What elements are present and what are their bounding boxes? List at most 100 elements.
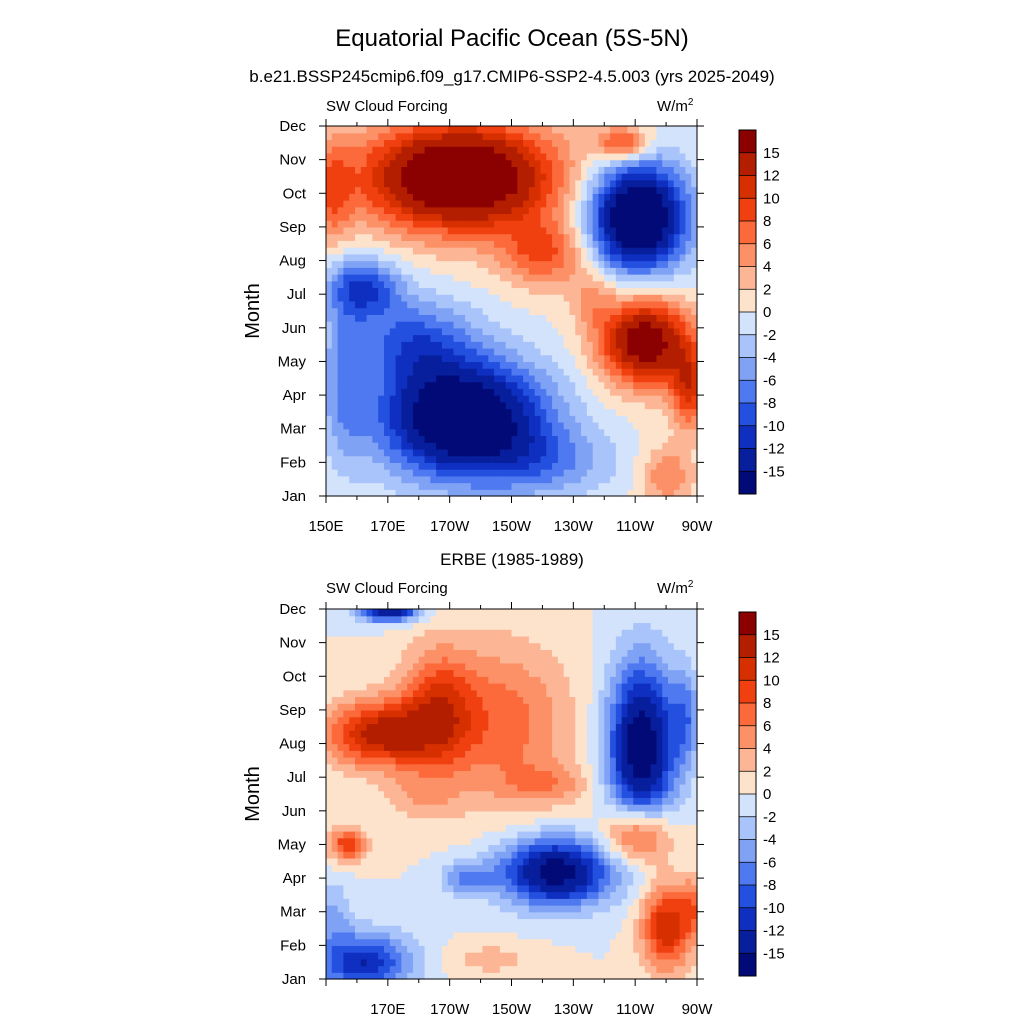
heatmap-cell bbox=[523, 274, 530, 282]
heatmap-cell bbox=[494, 294, 501, 302]
heatmap-cell bbox=[430, 435, 437, 443]
heatmap-cell bbox=[418, 422, 426, 430]
heatmap-cell bbox=[447, 321, 455, 329]
heatmap-cell bbox=[470, 925, 478, 933]
heatmap-cell bbox=[505, 448, 513, 457]
heatmap-cell bbox=[459, 253, 466, 262]
heatmap-cell bbox=[441, 126, 449, 134]
heatmap-cell bbox=[354, 166, 362, 174]
heatmap-cell bbox=[418, 415, 426, 423]
heatmap-cell bbox=[610, 341, 617, 349]
heatmap-cell bbox=[343, 294, 350, 302]
heatmap-cell bbox=[383, 200, 391, 208]
heatmap-cell bbox=[389, 233, 397, 241]
heatmap-cell bbox=[418, 905, 426, 913]
heatmap-cell bbox=[534, 837, 542, 846]
heatmap-cell bbox=[621, 280, 629, 289]
heatmap-cell bbox=[459, 462, 466, 470]
heatmap-cell bbox=[447, 898, 455, 906]
heatmap-cell bbox=[337, 428, 344, 437]
heatmap-cell bbox=[326, 341, 333, 349]
heatmap-cell bbox=[482, 884, 489, 893]
heatmap-cell bbox=[644, 361, 652, 369]
heatmap-cell bbox=[441, 327, 449, 336]
heatmap-cell bbox=[401, 240, 408, 248]
heatmap-cell bbox=[679, 294, 687, 302]
heatmap-cell bbox=[546, 938, 553, 946]
heatmap-cell bbox=[668, 173, 675, 181]
heatmap-cell bbox=[453, 851, 460, 859]
heatmap-cell bbox=[552, 415, 559, 423]
heatmap-cell bbox=[621, 918, 629, 926]
heatmap-cell bbox=[592, 871, 600, 879]
heatmap-cell bbox=[499, 448, 507, 457]
heatmap-cell bbox=[621, 334, 629, 342]
heatmap-cell bbox=[528, 972, 536, 980]
heatmap-cell bbox=[482, 354, 489, 363]
heatmap-cell bbox=[552, 891, 559, 899]
heatmap-cell bbox=[673, 489, 681, 497]
heatmap-cell bbox=[581, 911, 588, 920]
heatmap-cell bbox=[656, 193, 663, 201]
heatmap-cell bbox=[360, 851, 368, 859]
heatmap-cell bbox=[424, 857, 431, 866]
heatmap-cell bbox=[453, 374, 460, 383]
heatmap-cell bbox=[546, 388, 553, 396]
heatmap-cell bbox=[395, 280, 402, 289]
heatmap-cell bbox=[679, 314, 687, 322]
heatmap-cell bbox=[424, 871, 431, 879]
heatmap-cell bbox=[598, 341, 605, 349]
heatmap-cell bbox=[673, 415, 681, 423]
heatmap-cell bbox=[534, 864, 542, 872]
heatmap-cell bbox=[668, 442, 675, 450]
heatmap-cell bbox=[389, 341, 397, 349]
heatmap-cell bbox=[546, 321, 553, 329]
heatmap-cell bbox=[401, 200, 408, 208]
heatmap-cell bbox=[563, 368, 571, 376]
heatmap-cell bbox=[494, 307, 501, 315]
heatmap-cell bbox=[372, 972, 379, 980]
heatmap-cell bbox=[401, 267, 408, 275]
heatmap-cell bbox=[326, 354, 333, 363]
heatmap-cell bbox=[326, 247, 333, 255]
heatmap-cell bbox=[447, 213, 455, 221]
heatmap-cell bbox=[552, 428, 559, 437]
heatmap-cell bbox=[644, 482, 652, 490]
heatmap-cell bbox=[389, 475, 397, 484]
heatmap-cell bbox=[691, 327, 698, 336]
heatmap-cell bbox=[691, 489, 698, 497]
heatmap-cell bbox=[424, 334, 431, 342]
heatmap-cell bbox=[610, 938, 617, 946]
heatmap-cell bbox=[581, 368, 588, 376]
heatmap-cell bbox=[668, 905, 675, 913]
heatmap-cell bbox=[621, 213, 629, 221]
heatmap-cell bbox=[337, 206, 344, 215]
heatmap-cell bbox=[563, 200, 571, 208]
heatmap-cell bbox=[418, 146, 426, 154]
heatmap-cell bbox=[523, 952, 530, 960]
heatmap-cell bbox=[424, 166, 431, 174]
heatmap-cell bbox=[354, 475, 362, 484]
heatmap-cell bbox=[621, 139, 629, 147]
heatmap-cell bbox=[534, 408, 542, 416]
heatmap-cell bbox=[412, 952, 420, 960]
heatmap-cell bbox=[534, 247, 542, 255]
heatmap-cell bbox=[389, 381, 397, 389]
heatmap-cell bbox=[389, 844, 397, 852]
heatmap-cell bbox=[383, 844, 391, 852]
heatmap-cell bbox=[581, 905, 588, 913]
heatmap-cell bbox=[523, 408, 530, 416]
heatmap-cell bbox=[511, 958, 518, 967]
heatmap-cell bbox=[326, 374, 333, 383]
heatmap-cell bbox=[627, 354, 634, 363]
heatmap-cell bbox=[465, 200, 472, 208]
heatmap-cell bbox=[679, 200, 687, 208]
heatmap-cell bbox=[349, 220, 356, 228]
heatmap-cell bbox=[465, 898, 472, 906]
heatmap-cell bbox=[494, 965, 501, 973]
heatmap-cell bbox=[418, 152, 426, 161]
heatmap-cell bbox=[685, 448, 692, 457]
heatmap-cell bbox=[441, 173, 449, 181]
heatmap-cell bbox=[575, 226, 582, 235]
heatmap-cell bbox=[360, 469, 368, 477]
